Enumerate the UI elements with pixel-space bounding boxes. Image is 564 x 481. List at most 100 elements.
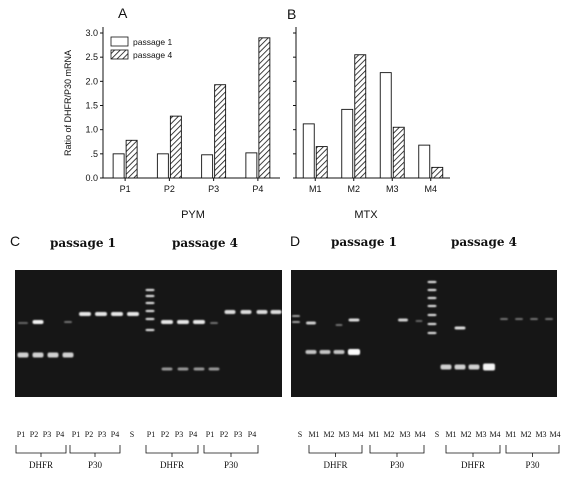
x-tick-label-m4: M4 (424, 184, 437, 194)
gel-band (127, 312, 139, 316)
gel-band (333, 350, 345, 354)
lane-label: P3 (234, 430, 242, 439)
group-bracket (369, 445, 425, 457)
gel-background (15, 270, 282, 397)
lane-label: P1 (17, 430, 25, 439)
gel-band (292, 321, 300, 323)
gel-d-title-passage-4: passage 4 (451, 235, 517, 249)
lane-label: M4 (489, 430, 500, 439)
gel-image-d (291, 270, 557, 397)
bar-passage-4-m4 (431, 166, 444, 179)
group-label: DHFR (323, 460, 347, 470)
gel-band (427, 313, 437, 317)
bar-passage-1-m3 (379, 72, 392, 179)
lane-label: M2 (323, 430, 334, 439)
gel-band (145, 317, 155, 321)
panel-letter-b: B (287, 6, 296, 22)
y-axis-label: Ratio of DHFR/P30 mRNA (63, 50, 73, 156)
x-tick-label-p3: P3 (208, 184, 219, 194)
legend-swatch-passage-4 (110, 49, 129, 60)
gel-band (530, 318, 538, 320)
x-tick-label-p2: P2 (164, 184, 175, 194)
x-tick-label-p1: P1 (120, 184, 131, 194)
panel-letter-d: D (290, 233, 300, 249)
gel-band (427, 280, 437, 284)
group-label: P30 (224, 460, 239, 470)
gel-c-title-passage-1: passage 1 (50, 236, 116, 250)
bar-passage-1-m1 (302, 123, 315, 179)
gel-band (292, 315, 300, 317)
x-axis-title-a: PYM (181, 209, 205, 221)
lane-label: M2 (383, 430, 394, 439)
lane-label: P1 (206, 430, 214, 439)
lane-label: P1 (147, 430, 155, 439)
lane-label: P3 (43, 430, 51, 439)
bar-passage-1-p3 (201, 154, 214, 179)
x-axis-title-b: MTX (354, 209, 378, 221)
lane-label: S (130, 430, 134, 439)
gel-band (348, 318, 360, 322)
lane-label: P4 (111, 430, 119, 439)
gel-band (427, 322, 437, 326)
gel-band (47, 352, 59, 358)
gel-band (193, 367, 205, 371)
legend-label-passage-4: passage 4 (133, 50, 172, 60)
gel-band (79, 312, 91, 316)
y-tick-label: 1.5 (85, 101, 98, 111)
group-bracket (145, 445, 199, 457)
gel-band (427, 304, 437, 308)
group-label: DHFR (461, 460, 485, 470)
gel-band (145, 309, 155, 313)
gel-band (270, 310, 282, 314)
lane-label: S (298, 430, 302, 439)
lane-label: M1 (368, 430, 379, 439)
gel-band (161, 367, 173, 371)
gel-band (32, 352, 44, 358)
gel-band (17, 352, 29, 358)
lane-label: P2 (30, 430, 38, 439)
lane-label: P2 (161, 430, 169, 439)
bar-passage-1-m4 (418, 144, 431, 179)
gel-band (427, 331, 437, 335)
lane-label: M1 (308, 430, 319, 439)
gel-band (515, 318, 523, 320)
group-bracket (445, 445, 501, 457)
gel-band (335, 324, 343, 326)
x-tick-label-m1: M1 (309, 184, 322, 194)
gel-band (468, 364, 480, 370)
lane-label: P4 (56, 430, 64, 439)
gel-band (256, 310, 268, 314)
gel-band (145, 288, 155, 292)
legend: passage 1 passage 4 (110, 36, 172, 60)
gel-band (545, 318, 553, 320)
lane-label: M1 (505, 430, 516, 439)
gel-band (427, 296, 437, 300)
group-bracket (69, 445, 121, 457)
lane-label: P1 (72, 430, 80, 439)
gel-band (319, 350, 331, 354)
gel-band (95, 312, 107, 316)
lane-label: M2 (520, 430, 531, 439)
gel-band (305, 350, 317, 354)
bar-passage-4-m2 (354, 54, 367, 179)
panel-letter-c: C (10, 233, 20, 249)
gel-band (62, 352, 74, 358)
gel-band (32, 320, 44, 324)
lane-label: M2 (460, 430, 471, 439)
lane-label: P3 (175, 430, 183, 439)
x-tick-label-p4: P4 (252, 184, 263, 194)
x-tick-label-m3: M3 (386, 184, 399, 194)
gel-band (210, 322, 218, 324)
gel-band (415, 320, 423, 322)
panel-letter-a: A (118, 5, 128, 21)
group-label: P30 (525, 460, 540, 470)
bar-passage-1-p2 (156, 153, 169, 179)
gel-band (111, 312, 123, 316)
bar-passage-1-p1 (112, 153, 125, 179)
gel-d-title-passage-1: passage 1 (331, 235, 397, 249)
group-bracket (308, 445, 363, 457)
lane-label: P3 (98, 430, 106, 439)
bar-passage-4-p1 (125, 139, 138, 179)
